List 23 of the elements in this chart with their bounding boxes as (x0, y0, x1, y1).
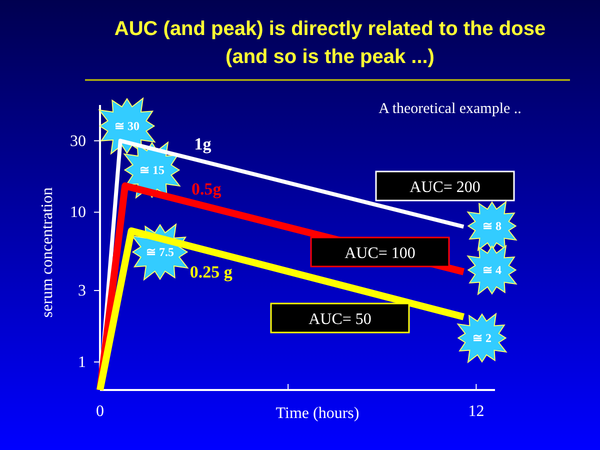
x-tick-label: 0 (96, 403, 104, 420)
annotation: ≅ 7.5 (146, 245, 174, 259)
series-label: 0.5g (191, 179, 222, 198)
annotation: ≅ 30 (114, 119, 140, 133)
y-tick-label: 10 (70, 204, 86, 222)
annotation: ≅ 4 (482, 263, 502, 277)
annotation: AUC= 50 (308, 311, 372, 328)
annotation: ≅ 8 (482, 219, 502, 233)
x-axis-title: Time (hours) (276, 405, 360, 422)
y-tick-label: 3 (78, 282, 86, 300)
x-tick-label: 12 (468, 403, 484, 420)
annotation: AUC= 100 (344, 245, 416, 262)
chart-subtitle: (and so is the peak ...) (226, 46, 434, 68)
series-label: 1g (194, 134, 212, 154)
chart-title: AUC (and peak) is directly related to the dose (114, 18, 546, 40)
y-tick-label: 30 (70, 132, 86, 150)
y-axis-title: serum concentration (39, 187, 56, 318)
annotation: ≅ 2 (472, 331, 492, 345)
annotation: A theoretical example .. (378, 101, 522, 117)
series-label: 0.25 g (190, 262, 233, 282)
annotation: ≅ 15 (140, 163, 164, 177)
y-tick-label: 1 (78, 354, 86, 371)
annotation: AUC= 200 (410, 179, 480, 196)
